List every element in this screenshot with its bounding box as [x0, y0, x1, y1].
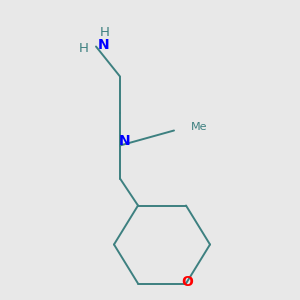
Text: N: N [119, 134, 130, 148]
Text: H: H [100, 26, 110, 40]
Text: N: N [98, 38, 109, 52]
Text: O: O [182, 275, 194, 289]
Text: H: H [79, 41, 89, 55]
Text: Me: Me [190, 122, 207, 133]
